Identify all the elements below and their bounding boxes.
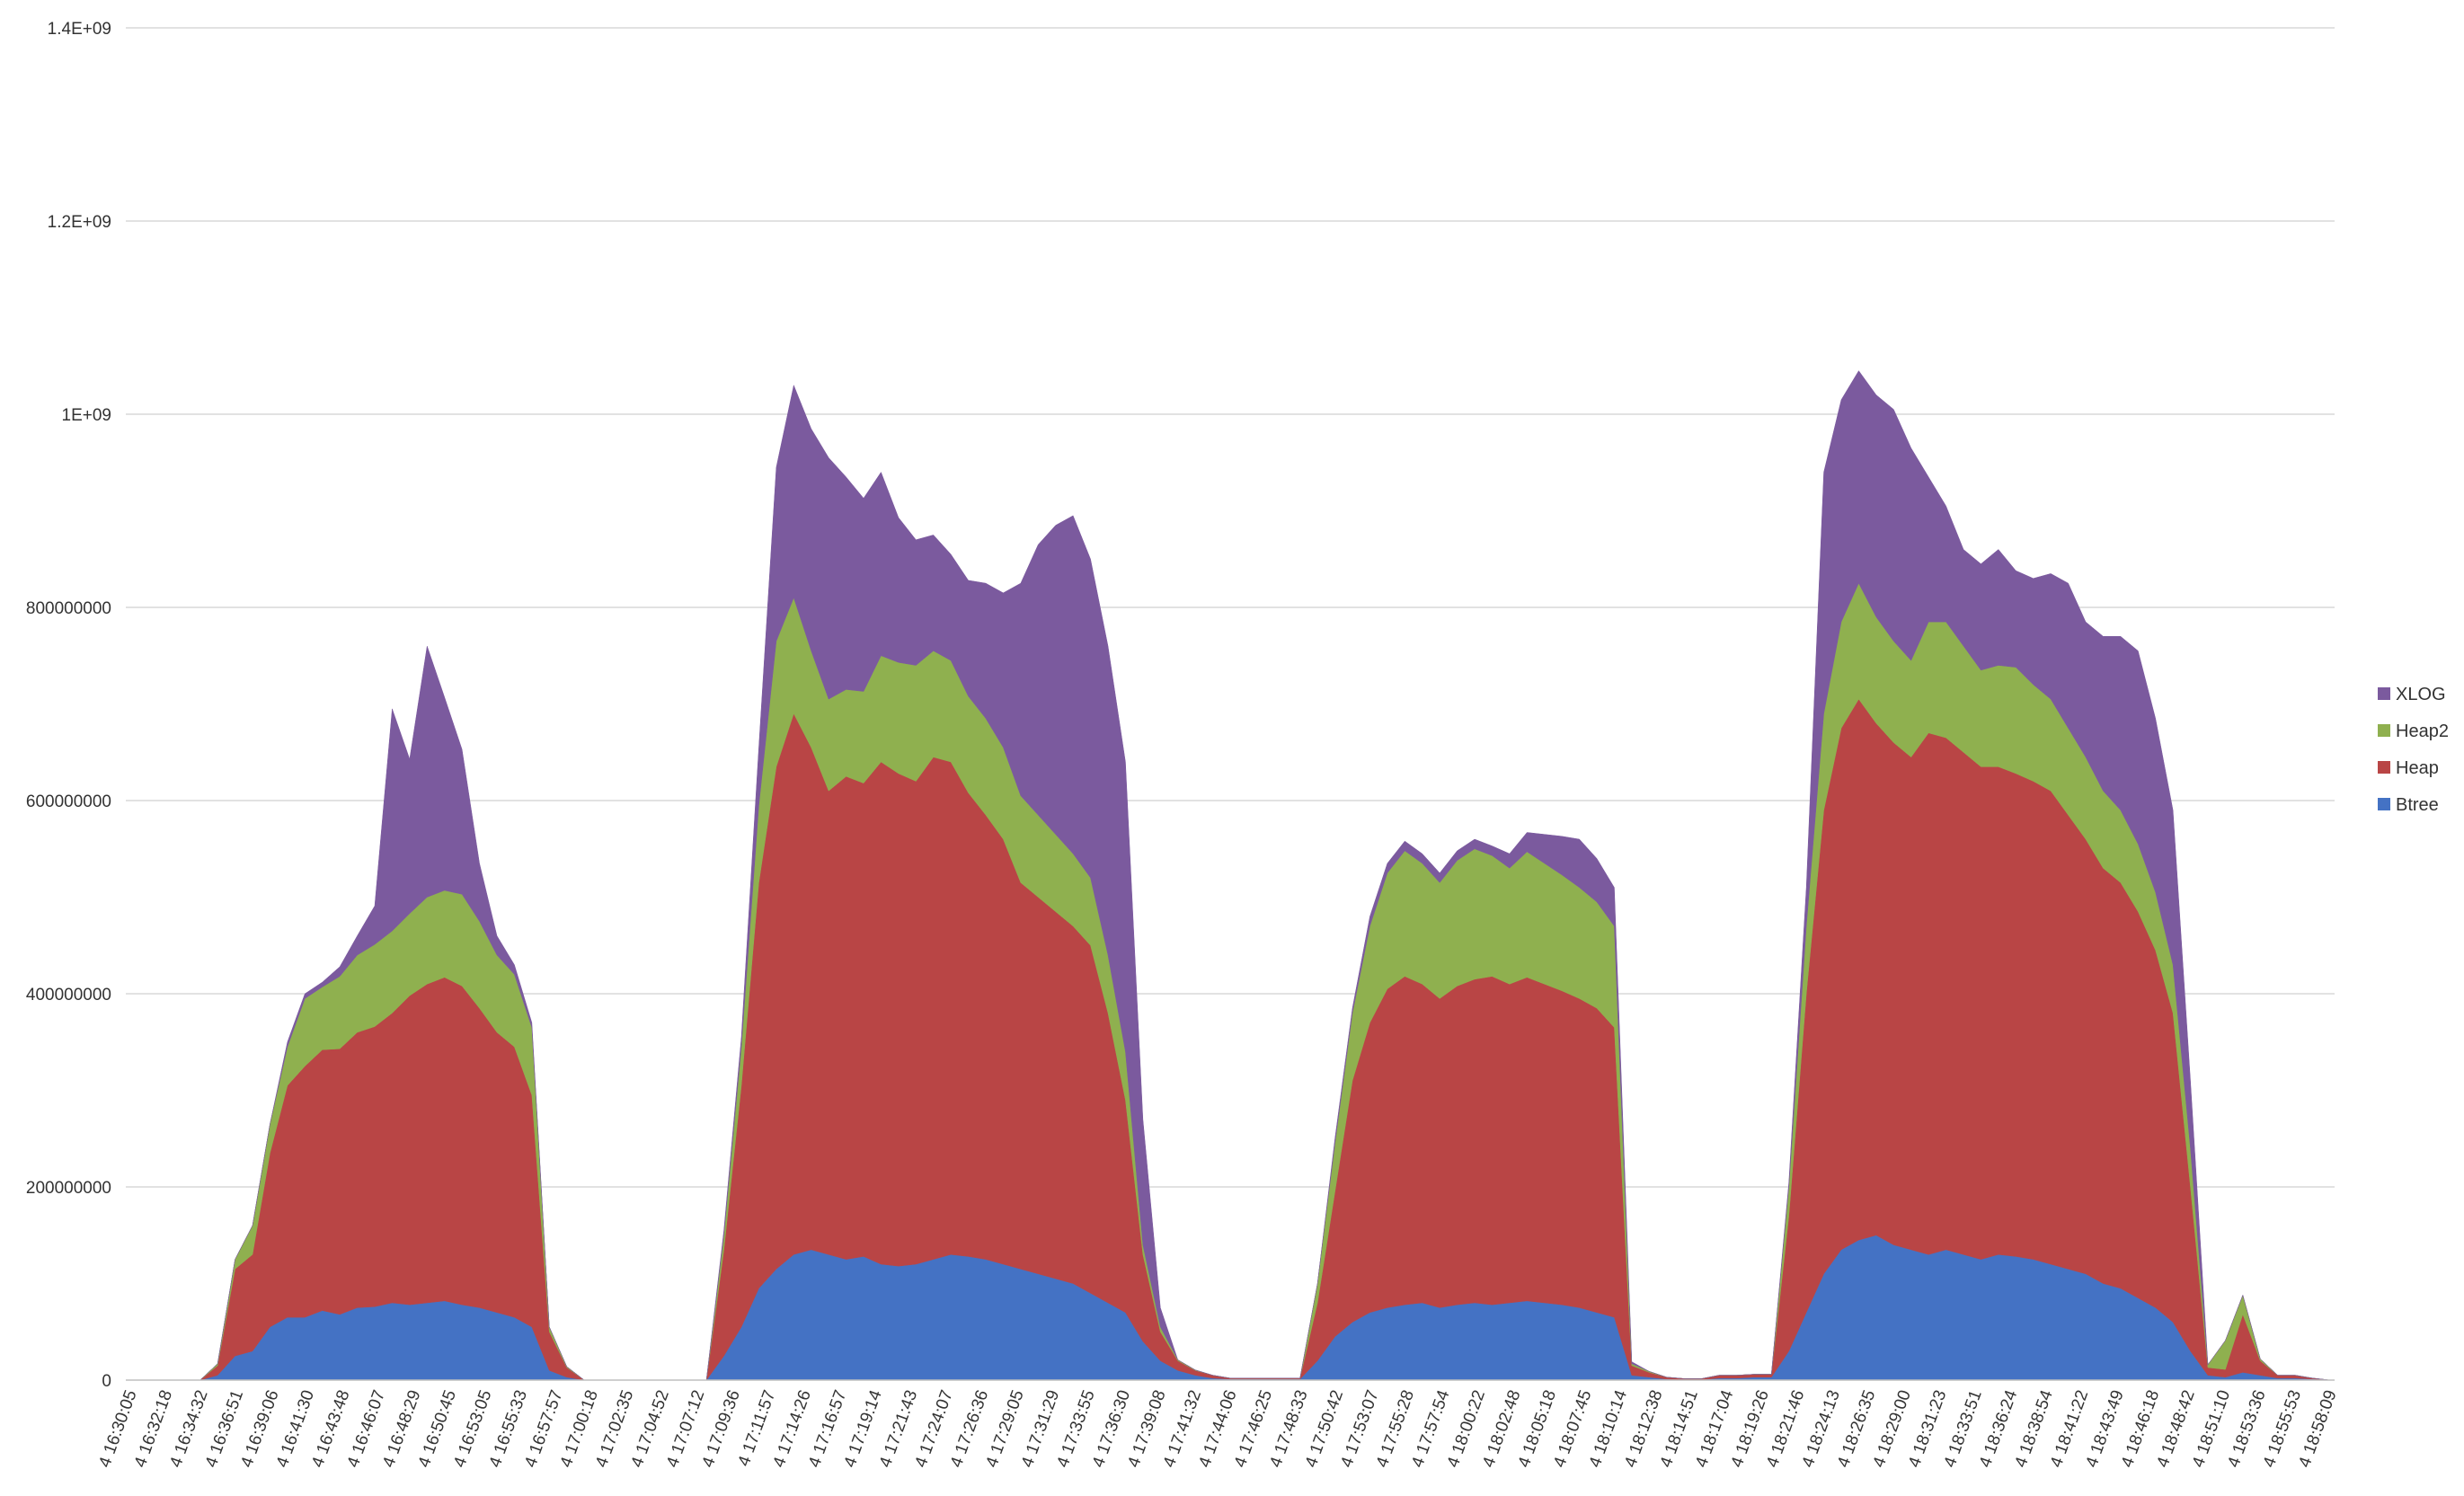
y-tick-label: 0 [102, 1372, 111, 1391]
legend-label-heap2: Heap2 [2396, 721, 2449, 741]
legend-label-heap: Heap [2396, 758, 2439, 778]
y-tick-label: 200000000 [26, 1179, 111, 1198]
legend-label-btree: Btree [2396, 795, 2439, 815]
y-tick-label: 1E+09 [62, 406, 111, 425]
y-axis-ticks: 0 200000000 400000000 600000000 800000000 1E+… [26, 20, 111, 1391]
y-tick-label: 1.4E+09 [48, 20, 111, 39]
legend-swatch-xlog [2378, 687, 2390, 700]
legend: XLOG Heap2 Heap Btree [2378, 685, 2449, 815]
y-tick-label: 600000000 [26, 792, 111, 811]
y-tick-label: 400000000 [26, 986, 111, 1005]
legend-swatch-heap [2378, 761, 2390, 774]
y-tick-label: 1.2E+09 [48, 213, 111, 232]
y-tick-label: 800000000 [26, 599, 111, 618]
legend-swatch-btree [2378, 798, 2390, 810]
legend-swatch-heap2 [2378, 724, 2390, 737]
legend-label-xlog: XLOG [2396, 685, 2446, 704]
